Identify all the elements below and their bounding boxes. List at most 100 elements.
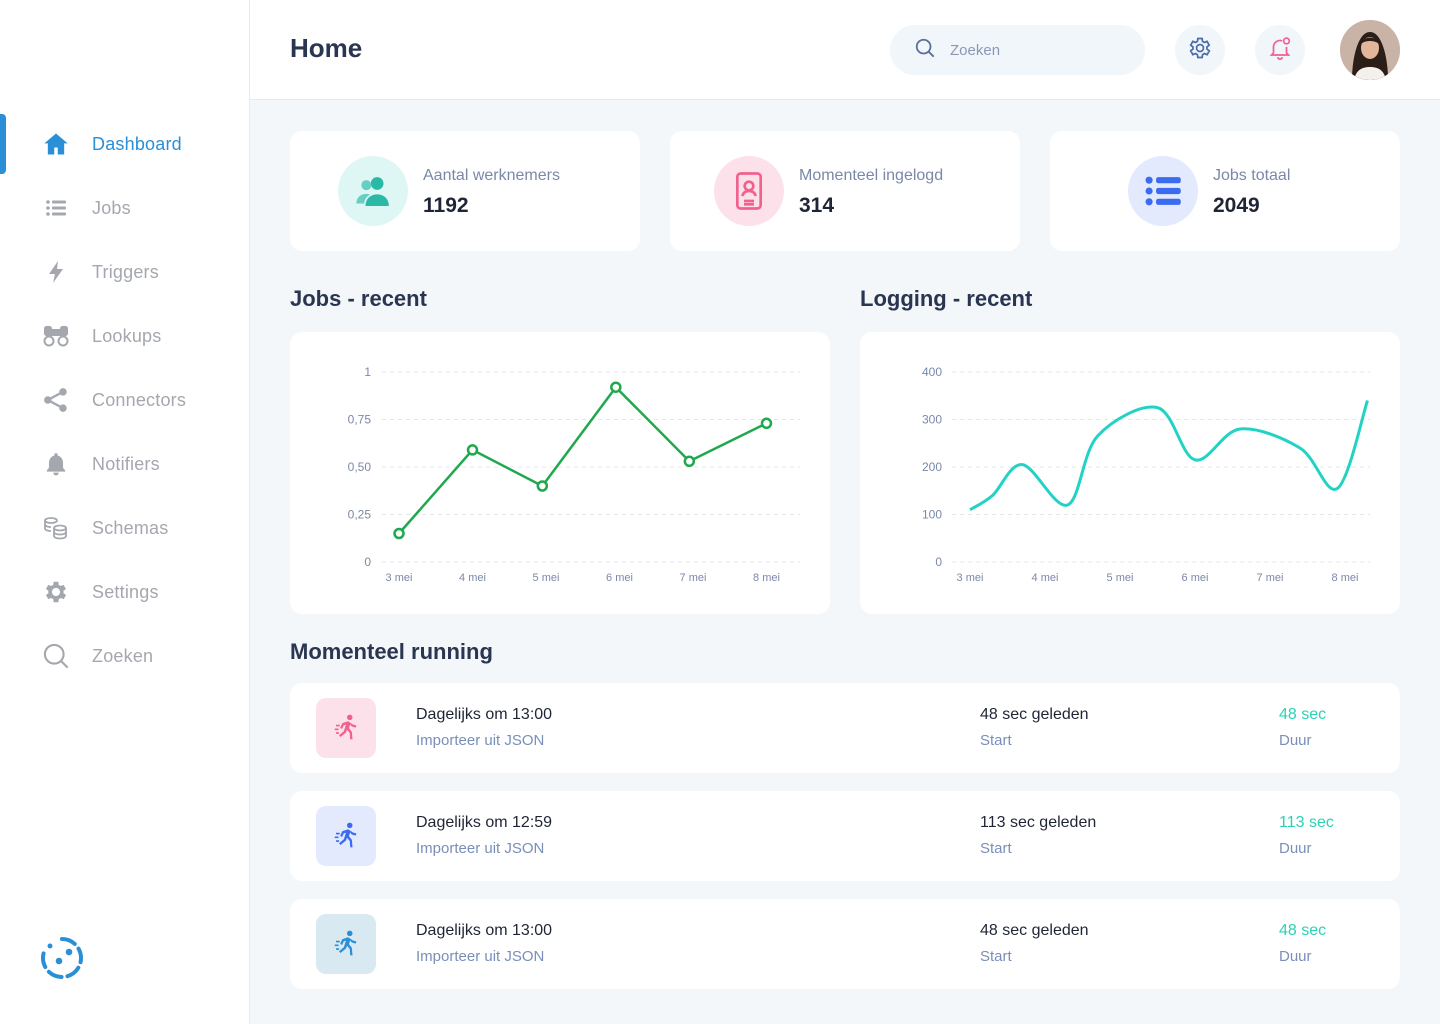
sidebar-item-label: Jobs (92, 197, 131, 218)
sidebar-item-label: Dashboard (92, 133, 182, 154)
logging-chart-card: 0 100 200 300 400 3 mei 4 mei 5 mei 6 mei 7 mei 8 … (860, 332, 1400, 614)
series-line (398, 385, 768, 535)
sidebar-item-label: Schemas (92, 517, 169, 538)
sidebar: Dashboard Jobs Triggers Lookups Connecto… (0, 0, 250, 1024)
y-tick-label: 100 (922, 508, 942, 522)
running-row[interactable]: Dagelijks om 13:00 Importeer uit JSON 48… (290, 899, 1400, 989)
stat-label: Momenteel ingelogd (799, 167, 944, 184)
sidebar-item-dashboard[interactable]: Dashboard (0, 112, 250, 176)
data-point[interactable] (466, 444, 479, 456)
running-subtitle: Importeer uit JSON (416, 732, 545, 749)
sidebar-item-schemas[interactable]: Schemas (0, 496, 250, 560)
running-duration: 113 sec (1279, 814, 1334, 831)
notifications-button[interactable] (1255, 25, 1305, 75)
running-icon (316, 698, 376, 758)
y-tick-label: 0 (364, 555, 371, 569)
sidebar-item-lookups[interactable]: Lookups (0, 304, 250, 368)
app-logo[interactable] (40, 936, 84, 980)
mobile-user-icon (714, 156, 784, 226)
running-icon (316, 914, 376, 974)
jobs-chart-card: 0 0,25 0,50 0,75 1 3 mei 4 mei 5 mei 6 mei 7 mei 8… (290, 332, 830, 614)
section-title-logging-recent: Logging - recent (860, 286, 1033, 311)
bell-icon (40, 448, 72, 480)
x-tick-label: 3 mei (957, 572, 984, 584)
running-start: 48 sec geleden (980, 706, 1089, 723)
running-title: Dagelijks om 13:00 (416, 922, 553, 939)
x-tick-label: 3 mei (386, 572, 413, 584)
y-tick-label: 300 (922, 413, 942, 427)
running-duration-label: Duur (1279, 948, 1312, 965)
x-tick-label: 8 mei (753, 572, 780, 584)
x-tick-label: 4 mei (1032, 572, 1059, 584)
search-icon (40, 640, 72, 672)
search-box[interactable] (890, 25, 1145, 75)
top-header: Home (250, 0, 1440, 100)
running-title: Dagelijks om 12:59 (416, 814, 553, 831)
users-icon (338, 156, 408, 226)
running-duration: 48 sec (1279, 922, 1327, 939)
search-input[interactable] (950, 41, 1130, 59)
x-tick-label: 5 mei (533, 572, 560, 584)
sidebar-item-triggers[interactable]: Triggers (0, 240, 250, 304)
running-subtitle: Importeer uit JSON (416, 840, 545, 857)
y-tick-label: 0,25 (348, 508, 372, 522)
sidebar-item-notifiers[interactable]: Notifiers (0, 432, 250, 496)
y-tick-label: 0,75 (348, 413, 372, 427)
bell-icon (1267, 35, 1293, 66)
sidebar-item-settings[interactable]: Settings (0, 560, 250, 624)
sidebar-item-label: Connectors (92, 389, 187, 410)
home-icon (40, 128, 72, 160)
x-tick-label: 6 mei (1182, 572, 1209, 584)
running-start-label: Start (980, 840, 1012, 857)
stat-value: 2049 (1213, 194, 1260, 217)
data-point[interactable] (536, 480, 549, 492)
data-point[interactable] (683, 455, 696, 468)
running-start: 48 sec geleden (980, 922, 1089, 939)
sidebar-nav: Dashboard Jobs Triggers Lookups Connecto… (0, 112, 250, 688)
y-tick-label: 0,50 (348, 460, 372, 474)
gear-icon (40, 576, 72, 608)
search-icon (914, 37, 936, 64)
running-row[interactable]: Dagelijks om 13:00 Importeer uit JSON 48… (290, 683, 1400, 773)
running-subtitle: Importeer uit JSON (416, 948, 545, 965)
y-tick-label: 200 (922, 460, 942, 474)
sidebar-item-jobs[interactable]: Jobs (0, 176, 250, 240)
sidebar-item-label: Zoeken (92, 645, 154, 666)
sidebar-item-label: Triggers (92, 261, 159, 282)
data-point[interactable] (760, 417, 773, 430)
series-line (969, 400, 1369, 512)
stat-label: Jobs totaal (1213, 167, 1291, 184)
bolt-icon (40, 256, 72, 288)
running-start-label: Start (980, 732, 1012, 749)
share-icon (40, 384, 72, 416)
avatar[interactable] (1340, 20, 1400, 80)
coins-icon (40, 512, 72, 544)
running-row[interactable]: Dagelijks om 12:59 Importeer uit JSON 11… (290, 791, 1400, 881)
jobs-line-chart: 0 0,25 0,50 0,75 1 3 mei 4 mei 5 mei 6 mei 7 mei 8… (348, 365, 800, 584)
x-tick-label: 7 mei (1257, 572, 1284, 584)
sidebar-item-label: Settings (92, 581, 159, 602)
running-title: Dagelijks om 13:00 (416, 706, 553, 723)
sidebar-item-label: Notifiers (92, 453, 160, 474)
gear-icon (1187, 35, 1213, 66)
x-tick-label: 6 mei (606, 572, 633, 584)
x-tick-label: 8 mei (1332, 572, 1359, 584)
y-tick-label: 1 (364, 365, 371, 379)
sidebar-item-connectors[interactable]: Connectors (0, 368, 250, 432)
page-title: Home (290, 33, 363, 63)
logging-line-chart: 0 100 200 300 400 3 mei 4 mei 5 mei 6 mei 7 mei 8 … (922, 365, 1370, 584)
y-tick-label: 400 (922, 365, 942, 379)
list-icon (1128, 156, 1198, 226)
x-tick-label: 5 mei (1107, 572, 1134, 584)
settings-button[interactable] (1175, 25, 1225, 75)
running-start-label: Start (980, 948, 1012, 965)
sidebar-item-zoeken[interactable]: Zoeken (0, 624, 250, 688)
stat-card-ingelogd: Momenteel ingelogd 314 (670, 131, 1020, 251)
stat-card-werknemers: Aantal werknemers 1192 (290, 131, 640, 251)
stat-card-jobs: Jobs totaal 2049 (1050, 131, 1400, 251)
data-point[interactable] (393, 527, 405, 540)
x-tick-label: 4 mei (459, 572, 486, 584)
binoculars-icon (40, 320, 72, 352)
data-point[interactable] (610, 381, 622, 393)
sidebar-item-label: Lookups (92, 325, 162, 346)
